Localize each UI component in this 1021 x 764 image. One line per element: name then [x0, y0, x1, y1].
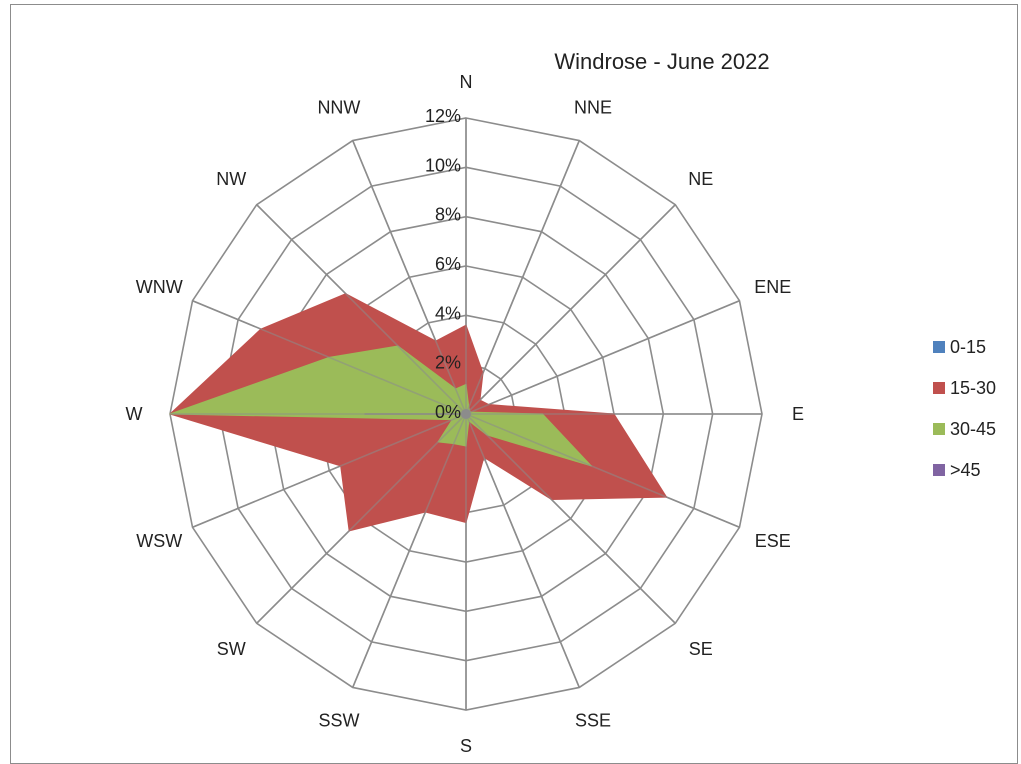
direction-labels: N NNE NE ENE E ESE SE SSE S SSW SW WSW W WNW NW NNW: [126, 72, 805, 756]
spoke-overlay: [256, 413, 467, 624]
tick-label: 10%: [425, 155, 461, 175]
spoke-overlay: [465, 140, 581, 415]
spoke-overlay: [465, 204, 676, 415]
direction-label: SW: [217, 639, 246, 659]
chart-title: Windrose - June 2022: [554, 49, 769, 74]
direction-label: ENE: [754, 277, 791, 297]
spoke-overlay: [351, 413, 467, 688]
direction-label: N: [460, 72, 473, 92]
series-layer: [169, 118, 762, 710]
tick-label: 2%: [435, 353, 461, 373]
direction-label: S: [460, 736, 472, 756]
legend-swatch: [933, 382, 945, 394]
direction-label: W: [126, 404, 143, 424]
legend-label: 15-30: [950, 378, 996, 398]
windrose-chart: Windrose - June 2022 N NNE NE ENE E ESE SE SSE S…: [126, 49, 997, 756]
legend-swatch: [933, 464, 945, 476]
legend-label: 30-45: [950, 419, 996, 439]
spoke-overlay: [192, 413, 467, 529]
tick-label: 0%: [435, 402, 461, 422]
legend-swatch: [933, 341, 945, 353]
direction-label: E: [792, 404, 804, 424]
direction-label: WNW: [136, 277, 183, 297]
legend-label: >45: [950, 460, 981, 480]
spoke-overlay: [465, 413, 676, 624]
tick-label: 6%: [435, 254, 461, 274]
tick-label: 8%: [435, 205, 461, 225]
direction-label: ESE: [755, 531, 791, 551]
direction-label: NNE: [574, 97, 612, 117]
direction-label: NE: [688, 169, 713, 189]
direction-label: WSW: [136, 531, 182, 551]
radial-tick-labels: 0% 2% 4% 6% 8% 10% 12%: [425, 106, 461, 422]
tick-label: 4%: [435, 303, 461, 323]
legend-swatch: [933, 423, 945, 435]
spoke-overlay: [465, 413, 581, 688]
legend-label: 0-15: [950, 337, 986, 357]
spoke-overlay: [465, 299, 740, 415]
tick-label: 12%: [425, 106, 461, 126]
spoke-overlay: [192, 299, 467, 415]
spoke-overlay: [351, 140, 467, 415]
direction-label: NNW: [317, 97, 360, 117]
chart-area: Windrose - June 2022 N NNE NE ENE E ESE SE SSE S…: [10, 4, 1018, 764]
direction-label: SSE: [575, 711, 611, 731]
legend: 0-15 15-30 30-45 >45: [933, 337, 996, 480]
direction-label: NW: [216, 169, 246, 189]
direction-label: SE: [689, 639, 713, 659]
spoke-overlay: [256, 204, 467, 415]
center-point: [461, 409, 471, 419]
direction-label: SSW: [318, 711, 359, 731]
spoke-overlay: [465, 413, 740, 529]
